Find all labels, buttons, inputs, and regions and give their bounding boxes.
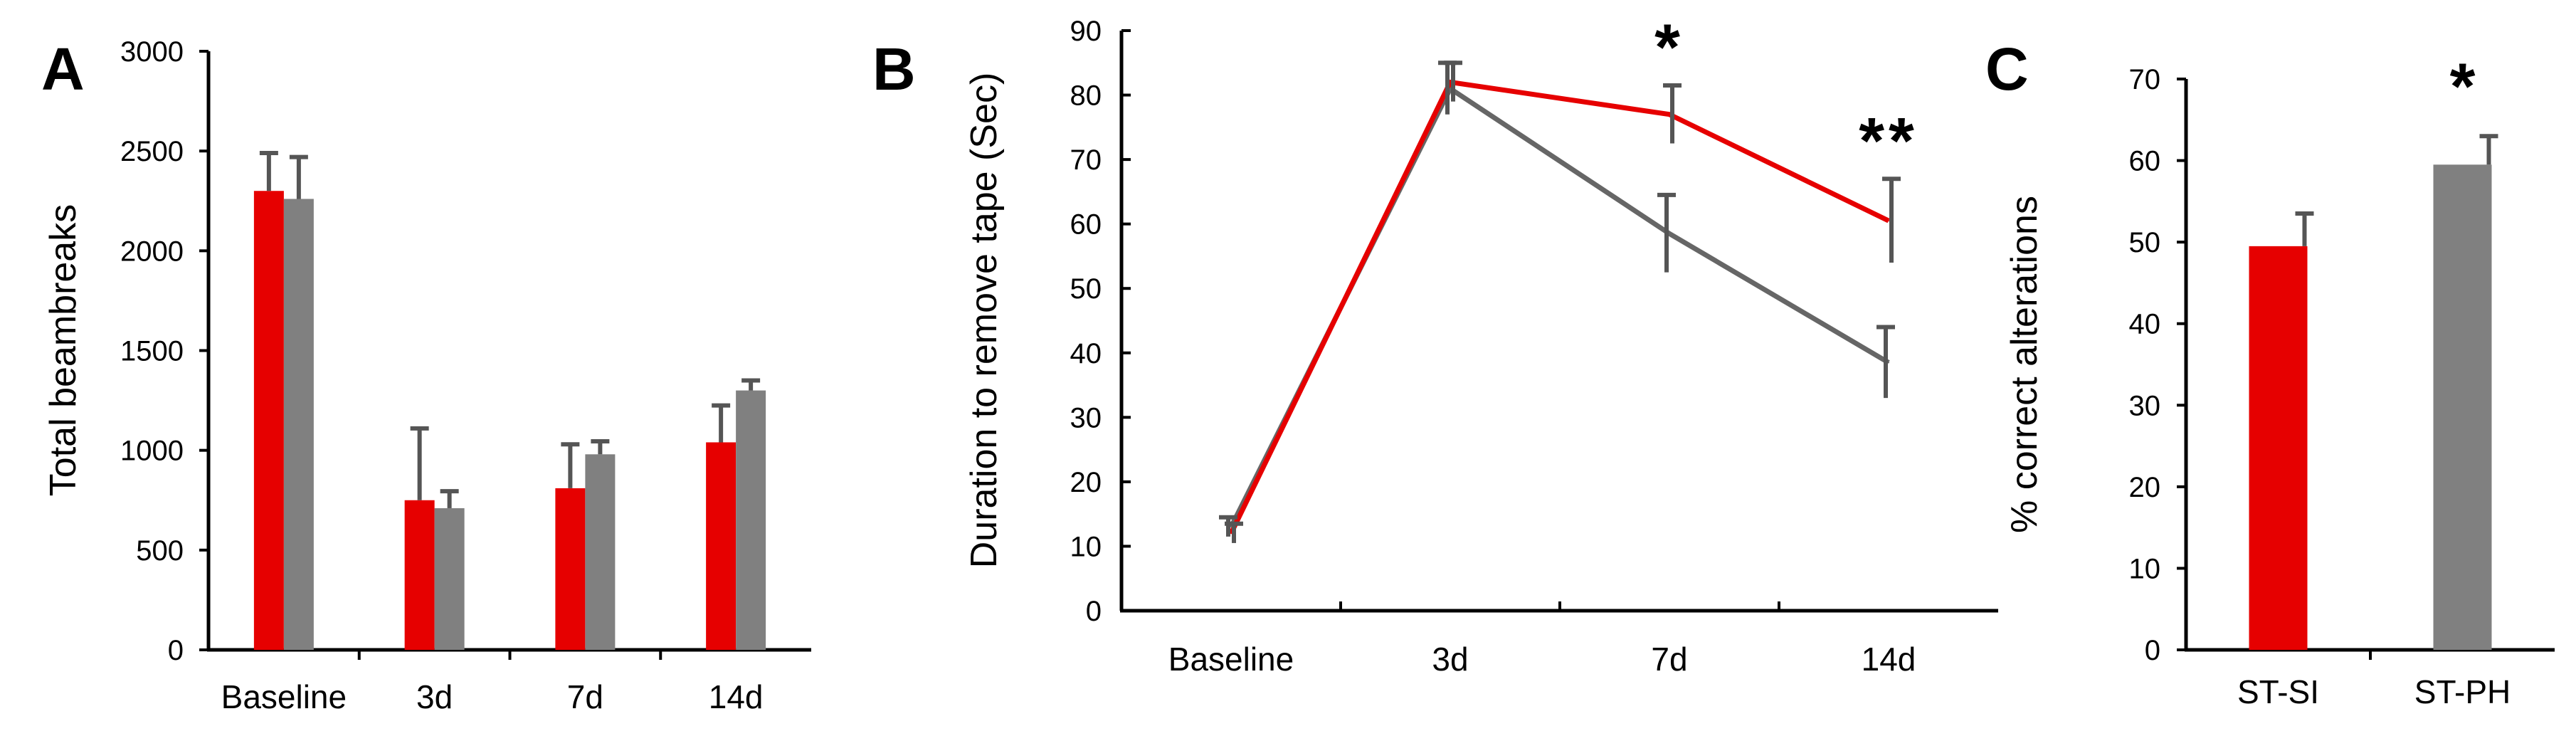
- panel-letter: A: [41, 36, 85, 102]
- y-tick-label: 40: [2129, 309, 2161, 340]
- y-tick-label: 0: [168, 635, 184, 666]
- y-tick-label: 50: [1070, 273, 1102, 305]
- y-axis-title: % correct alterations: [2004, 196, 2045, 533]
- x-category-label: 14d: [1862, 641, 1916, 678]
- data-point-series-2-7d: [1669, 233, 1670, 235]
- data-point-series-2-3d: [1450, 88, 1451, 90]
- x-category-label: Baseline: [1168, 641, 1294, 678]
- x-category-label: 7d: [1651, 641, 1687, 678]
- bar-series-1-7d: [555, 488, 586, 650]
- y-tick-label: 40: [1070, 338, 1102, 369]
- panel-c-bar-chart: 0 10 20 30 40 50 60 70 ST-SI ST-PH * % correct alte…: [1985, 36, 2555, 710]
- y-tick-label: 0: [2145, 635, 2160, 666]
- bar-series-2-Baseline: [283, 199, 314, 650]
- y-tick-label: 80: [1070, 80, 1102, 112]
- y-axis-title: Total beambreaks: [43, 204, 84, 496]
- panel-a-bar-chart: 0 500 1000 1500 2000 2500 3000 Baseline 3d 7d 14d T…: [41, 36, 811, 715]
- y-tick-label: 3000: [120, 36, 184, 68]
- bar-series-1-3d: [404, 500, 435, 650]
- series-1-line: [1228, 79, 1890, 535]
- y-tick-label: 20: [2129, 472, 2161, 503]
- bar-series-1-14d: [706, 442, 737, 650]
- y-tick-label: 20: [1070, 467, 1102, 498]
- series-2-line: [1228, 86, 1890, 528]
- y-tick-label: 2500: [120, 136, 184, 167]
- y-tick-label: 90: [1070, 16, 1102, 47]
- x-category-label: 7d: [567, 678, 603, 715]
- y-tick-label: 30: [2129, 390, 2161, 421]
- x-category-label: ST-PH: [2414, 673, 2511, 710]
- data-point-series-2-Baseline: [1230, 526, 1232, 528]
- y-tick-label: 50: [2129, 227, 2161, 258]
- data-point-series-1-3d: [1450, 81, 1451, 83]
- bar-series-2-14d: [736, 390, 766, 650]
- data-point-series-2-14d: [1888, 362, 1889, 364]
- x-category-label: Baseline: [221, 678, 347, 715]
- panel-letter: B: [872, 36, 916, 102]
- x-category-label: 3d: [416, 678, 453, 715]
- data-point-series-1-7d: [1669, 113, 1670, 115]
- significance-marker: **: [1859, 105, 1918, 177]
- bar-series-2-3d: [434, 508, 465, 650]
- bar-series-2-7d: [585, 454, 616, 650]
- y-tick-label: 70: [1070, 144, 1102, 176]
- y-tick-label: 1000: [120, 436, 184, 467]
- y-tick-label: 70: [2129, 64, 2161, 95]
- y-axis-title: Duration to remove tape (Sec): [964, 73, 1005, 569]
- x-category-label: ST-SI: [2237, 673, 2319, 710]
- panel-letter: C: [1985, 36, 2029, 102]
- y-tick-label: 1500: [120, 336, 184, 367]
- y-tick-label: 10: [2129, 553, 2161, 584]
- x-category-label: 14d: [709, 678, 764, 715]
- y-tick-label: 10: [1070, 531, 1102, 562]
- data-point-series-1-14d: [1888, 220, 1889, 222]
- y-tick-label: 30: [1070, 402, 1102, 433]
- y-tick-label: 2000: [120, 236, 184, 267]
- data-point-series-1-Baseline: [1230, 532, 1232, 535]
- significance-marker: *: [2450, 51, 2476, 123]
- y-tick-label: 60: [2129, 146, 2161, 177]
- y-tick-label: 60: [1070, 209, 1102, 241]
- bar-ST-SI: [2249, 246, 2308, 650]
- significance-marker: *: [1654, 11, 1684, 84]
- bar-series-1-Baseline: [253, 191, 284, 650]
- bar-ST-PH: [2433, 164, 2492, 651]
- x-category-label: 3d: [1432, 641, 1468, 678]
- y-tick-label: 500: [136, 535, 184, 567]
- y-tick-label: 0: [1086, 596, 1102, 627]
